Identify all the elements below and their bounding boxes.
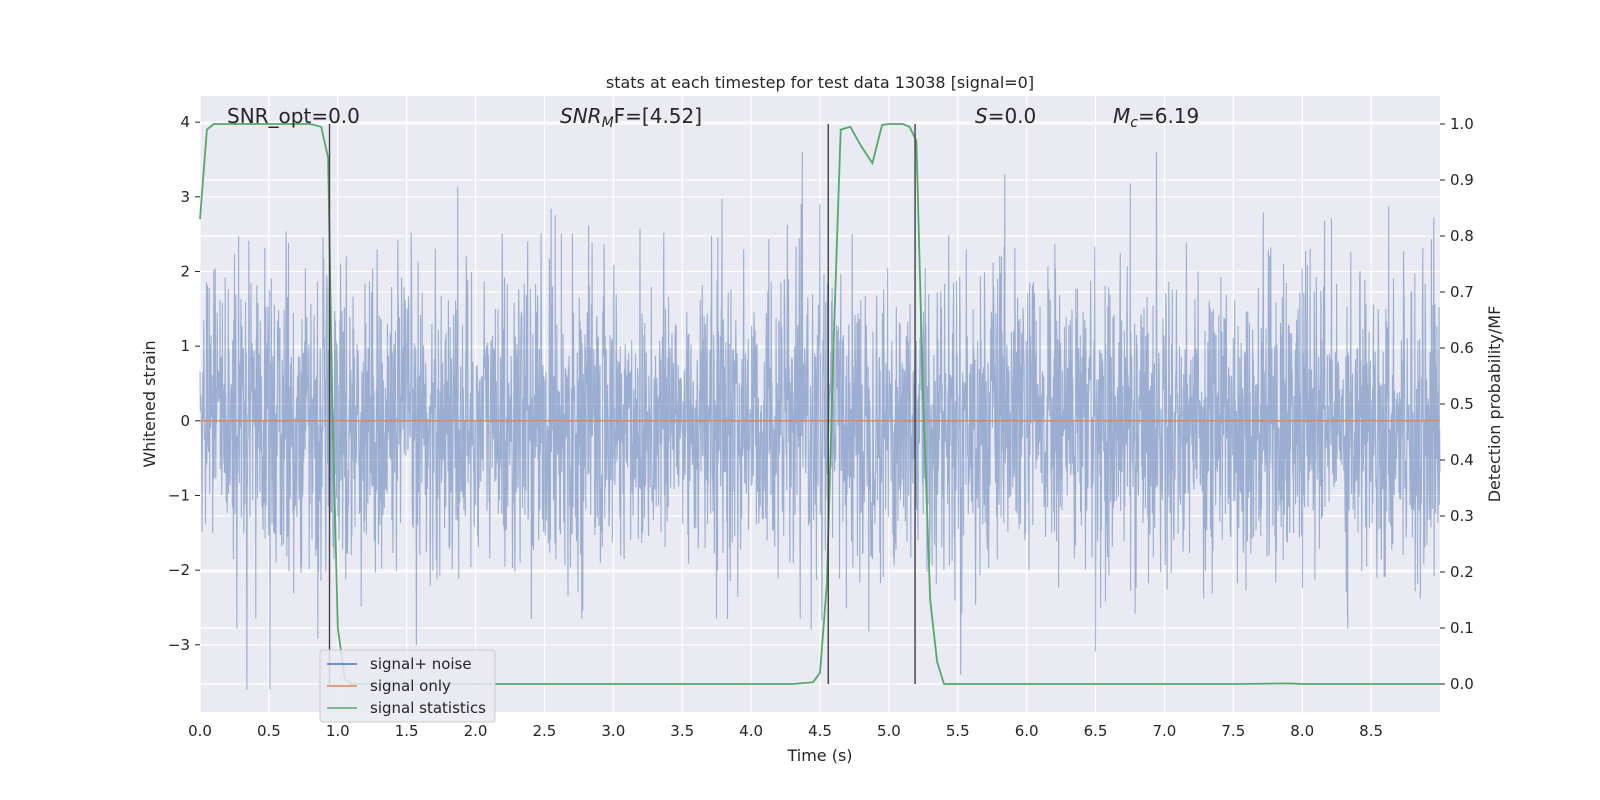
mc-sub: c [1130,115,1138,131]
y-tick-label-right: 0.2 [1450,563,1474,581]
x-tick-label: 6.0 [1015,722,1039,740]
legend-label-signal-only: signal only [370,677,451,695]
x-tick-label: 3.5 [670,722,694,740]
x-tick-label: 0.0 [188,722,212,740]
x-tick-label: 1.5 [395,722,419,740]
y-tick-label-right: 0.8 [1450,227,1474,245]
y-tick-label-right: 1.0 [1450,115,1474,133]
legend-label-signal-statistics: signal statistics [370,699,486,717]
legend: signal+ noise signal only signal statist… [319,649,496,723]
snr-mf-rest: F=[4.52] [614,104,702,128]
y-tick-label-right: 0.1 [1450,619,1474,637]
x-tick-label: 8.0 [1290,722,1314,740]
y-tick-label-left: −1 [168,486,190,504]
y-tick-label-right: 0.5 [1450,395,1474,413]
y-ticks-left: −3 −2 −1 0 1 2 3 4 [168,113,200,654]
x-tick-label: 6.5 [1084,722,1108,740]
x-ticks: 0.0 0.5 1.0 1.5 2.0 2.5 3.0 3.5 4.0 4.5 5.0 5.5 6.0 6… [188,722,1383,740]
x-axis-label: Time (s) [786,746,852,765]
y-tick-label-right: 0.7 [1450,283,1474,301]
annotation-s: S=0.0 [975,104,1036,128]
y-tick-label-left: 2 [180,262,190,280]
chart-title: stats at each timestep for test data 130… [606,73,1034,92]
legend-box [319,649,496,723]
x-tick-label: 8.5 [1359,722,1383,740]
mc-var: M [1113,104,1130,128]
y-tick-label-left: 4 [180,113,190,131]
annotation-mc: Mc=6.19 [1113,104,1199,131]
y-ticks-right: 0.0 0.1 0.2 0.3 0.4 0.5 0.6 0.7 0.8 0.9 1.0 [1440,115,1474,693]
legend-label-noise: signal+ noise [370,655,472,673]
snr-mf-sub: M [602,115,614,131]
annotation-snr-mf: SNRMF=[4.52] [560,104,702,131]
y-tick-label-right: 0.9 [1450,171,1474,189]
signal-statistics-series [199,123,1440,685]
vertical-markers [328,124,916,684]
x-tick-label: 1.0 [326,722,350,740]
x-tick-label: 2.5 [533,722,557,740]
noise-series [199,151,1441,690]
s-var: S [975,104,988,128]
snr-mf-base: SNR [560,104,602,128]
y-tick-label-right: 0.4 [1450,451,1474,469]
s-rest: =0.0 [988,104,1037,128]
y-axis-label-right: Detection probability/MF [1485,306,1504,503]
y-tick-label-left: 1 [180,337,190,355]
annotation-snr-opt: SNR_opt=0.0 [227,104,360,128]
y-axis-label-left: Whitened strain [140,340,159,467]
x-tick-label: 5.0 [877,722,901,740]
x-tick-label: 0.5 [257,722,281,740]
x-tick-label: 7.5 [1221,722,1245,740]
signal-statistics-line [199,123,1440,685]
x-tick-label: 3.0 [601,722,625,740]
y-tick-label-left: −3 [168,636,190,654]
y-tick-label-right: 0.3 [1450,507,1474,525]
y-tick-label-left: 3 [180,188,190,206]
x-tick-label: 7.0 [1153,722,1177,740]
y-tick-label-right: 0.6 [1450,339,1474,357]
y-tick-label-left: 0 [180,412,190,430]
y-tick-label-left: −2 [168,561,190,579]
x-tick-label: 4.0 [739,722,763,740]
mc-rest: =6.19 [1138,104,1199,128]
x-tick-label: 2.0 [464,722,488,740]
x-tick-label: 5.5 [946,722,970,740]
noise-line [199,151,1441,690]
y-tick-label-right: 0.0 [1450,675,1474,693]
x-tick-label: 4.5 [808,722,832,740]
